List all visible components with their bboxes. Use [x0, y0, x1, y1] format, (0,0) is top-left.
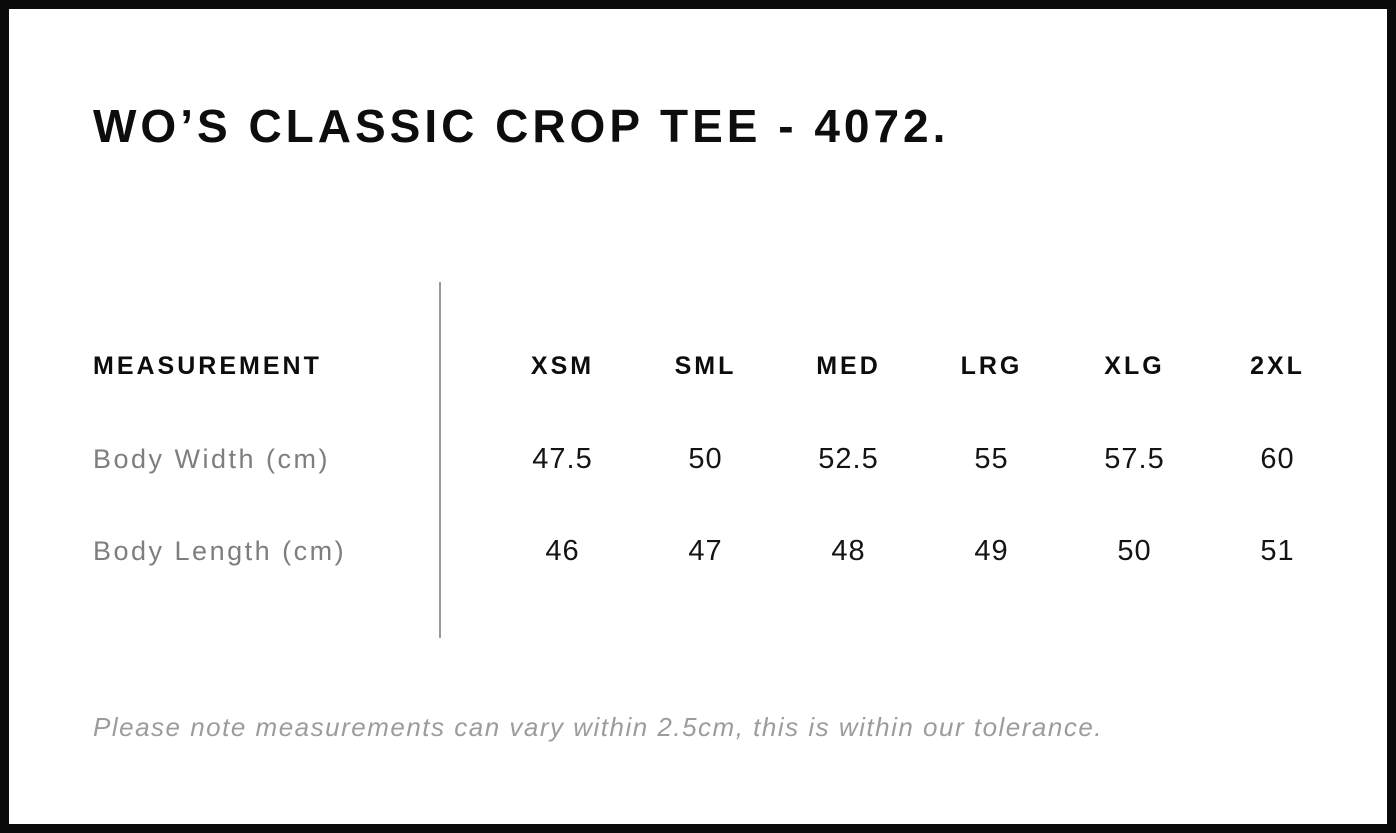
- column-header-xlg: XLG: [1104, 351, 1165, 380]
- page-title: WO’S CLASSIC CROP TEE - 4072.: [93, 100, 950, 152]
- body-width-med-value: 52.5: [818, 442, 879, 475]
- column-header-med: MED: [816, 351, 881, 380]
- table-header-row: MEASUREMENT XSM SML MED LRG XLG 2XL: [93, 319, 1349, 413]
- column-header-2xl: 2XL: [1250, 351, 1305, 380]
- tolerance-note: Please note measurements can vary within…: [93, 712, 1104, 742]
- body-length-sml-value: 47: [688, 534, 723, 567]
- table-row-body-width: Body Width (cm) 47.5 50 52.5 55 57.5 60: [93, 413, 1349, 505]
- body-width-xlg-value: 57.5: [1104, 442, 1165, 475]
- column-header-lrg: LRG: [960, 351, 1023, 380]
- body-length-med-value: 48: [831, 534, 866, 567]
- body-width-2xl-value: 60: [1260, 442, 1295, 475]
- body-length-lrg-value: 49: [974, 534, 1009, 567]
- body-length-2xl-value: 51: [1260, 534, 1295, 567]
- body-width-xsm-value: 47.5: [532, 442, 593, 475]
- column-header-measurement: MEASUREMENT: [93, 351, 322, 380]
- column-header-xsm: XSM: [530, 351, 595, 380]
- body-length-xlg-value: 50: [1117, 534, 1152, 567]
- body-length-xsm-value: 46: [545, 534, 580, 567]
- body-width-sml-value: 50: [688, 442, 723, 475]
- column-header-sml: SML: [674, 351, 737, 380]
- row-label-body-length: Body Length (cm): [93, 535, 347, 566]
- table-vertical-divider: [439, 282, 441, 638]
- table-row-body-length: Body Length (cm) 46 47 48 49 50 51: [93, 505, 1349, 597]
- row-label-body-width: Body Width (cm): [93, 443, 331, 474]
- size-table: MEASUREMENT XSM SML MED LRG XLG 2XL Body…: [93, 319, 1349, 597]
- body-width-lrg-value: 55: [974, 442, 1009, 475]
